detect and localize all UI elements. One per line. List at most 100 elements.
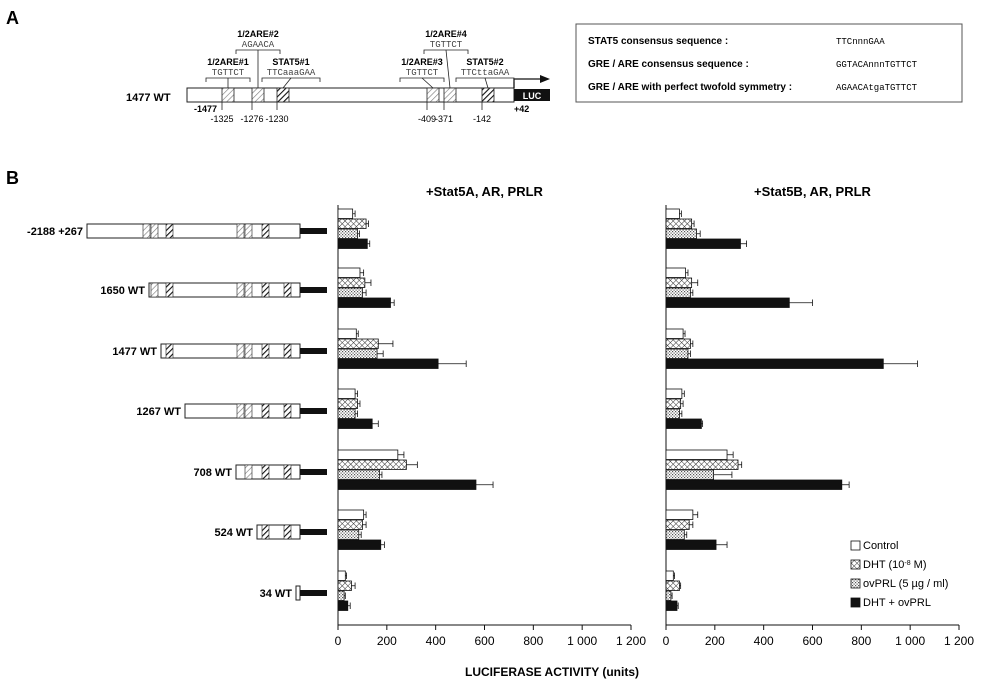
legend-text: DHT (10 bbox=[863, 559, 904, 571]
bar bbox=[665, 297, 790, 308]
bar bbox=[665, 449, 728, 460]
bar bbox=[665, 267, 686, 278]
construct-label-a: 1477 WT bbox=[126, 92, 171, 104]
construct-label: 524 WT bbox=[214, 527, 253, 539]
construct-luc bbox=[300, 469, 327, 475]
element-position: -1276 bbox=[240, 114, 263, 124]
construct-luc bbox=[300, 228, 327, 234]
bar bbox=[337, 529, 360, 540]
consensus-label: GRE / ARE consensus sequence : bbox=[588, 59, 749, 70]
bar bbox=[665, 590, 672, 601]
bar bbox=[665, 358, 884, 369]
x-tick-label: 1 200 bbox=[616, 634, 646, 648]
bar bbox=[337, 228, 358, 239]
legend-label: ovPRL (5 µg / ml) bbox=[863, 578, 948, 590]
construct-label: 1267 WT bbox=[136, 406, 181, 418]
bar bbox=[337, 580, 352, 591]
chart-title: +Stat5B, AR, PRLR bbox=[754, 184, 872, 199]
bar bbox=[665, 287, 691, 298]
x-tick-label: 800 bbox=[851, 634, 871, 648]
legend-text: ovPRL (5 µg / ml) bbox=[863, 578, 948, 590]
legend-label: DHT + ovPRL bbox=[863, 597, 931, 609]
construct-element bbox=[236, 343, 245, 359]
bar bbox=[337, 328, 357, 339]
chart-stat5a: +Stat5A, AR, PRLR 0 200 400 600 800 1 000 1 200 bbox=[335, 184, 647, 648]
element-position: -371 bbox=[435, 114, 453, 124]
bar bbox=[337, 469, 380, 480]
consensus-label: STAT5 consensus sequence : bbox=[588, 36, 728, 47]
legend-label: DHT (10-8 M) bbox=[863, 559, 927, 571]
element-connector bbox=[282, 77, 292, 89]
start-position: -1477 bbox=[194, 104, 217, 114]
construct-diagrams: -2188 +267 1650 WT 1477 WT 1267 WT 708 WT 524… bbox=[27, 223, 327, 601]
consensus-sequence: TTCnnnGAA bbox=[836, 37, 885, 47]
bar bbox=[665, 338, 691, 349]
x-tick-label: 600 bbox=[474, 634, 494, 648]
bar bbox=[337, 479, 477, 490]
bar bbox=[337, 570, 346, 581]
bar bbox=[665, 408, 680, 419]
element-name: STAT5#1 bbox=[272, 57, 309, 67]
construct-element bbox=[283, 403, 292, 419]
element-name: 1/2ARE#3 bbox=[401, 57, 443, 67]
element-position: -409 bbox=[418, 114, 436, 124]
construct-body bbox=[160, 343, 301, 359]
construct-element bbox=[261, 282, 270, 298]
element-position: -1230 bbox=[265, 114, 288, 124]
construct-element bbox=[236, 282, 245, 298]
bar bbox=[337, 297, 391, 308]
construct-element bbox=[244, 403, 253, 419]
x-tick-label: 0 bbox=[663, 634, 670, 648]
bar bbox=[337, 408, 356, 419]
bar bbox=[337, 267, 361, 278]
bar bbox=[337, 348, 378, 359]
bar bbox=[337, 449, 399, 460]
element-sequence: TTCttaGAA bbox=[461, 68, 510, 78]
tss-arrow bbox=[513, 78, 540, 88]
construct-element bbox=[165, 343, 174, 359]
construct-luc bbox=[300, 408, 327, 414]
consensus-sequence: AGAACAtgaTGTTCT bbox=[836, 83, 918, 93]
bar bbox=[665, 519, 690, 530]
element-sequence: TTCaaaGAA bbox=[267, 68, 316, 78]
bar bbox=[665, 228, 697, 239]
construct-label: -2188 +267 bbox=[27, 226, 83, 238]
element-box bbox=[276, 87, 290, 103]
element-box bbox=[481, 87, 495, 103]
legend: Control DHT (10-8 M) ovPRL (5 µg / ml) DHT … bbox=[850, 540, 948, 609]
bar bbox=[665, 328, 684, 339]
panel-b-label: B bbox=[6, 168, 19, 188]
bar bbox=[665, 208, 680, 219]
bar bbox=[665, 388, 683, 399]
element-position: -1325 bbox=[210, 114, 233, 124]
end-position: +42 bbox=[514, 104, 529, 114]
legend-text: DHT + ovPRL bbox=[863, 597, 931, 609]
luc-box bbox=[514, 89, 550, 101]
construct-element bbox=[150, 223, 159, 239]
bar bbox=[665, 348, 689, 359]
element-name: 1/2ARE#2 bbox=[237, 29, 279, 39]
construct-luc bbox=[300, 348, 327, 354]
bar bbox=[337, 218, 367, 229]
bar bbox=[665, 509, 694, 520]
construct-element bbox=[142, 223, 151, 239]
construct-element bbox=[283, 524, 292, 540]
construct-element bbox=[244, 464, 253, 480]
bar bbox=[337, 277, 366, 288]
luc-label: LUC bbox=[523, 91, 542, 101]
bar bbox=[665, 600, 678, 611]
construct-element bbox=[236, 403, 245, 419]
legend-text: Control bbox=[863, 540, 898, 552]
bar bbox=[665, 580, 680, 591]
promoter-map: LUC +42 -1477-1325 -1276 -1230 -409-371 -142 1/… bbox=[186, 29, 550, 124]
construct-label: 1650 WT bbox=[100, 285, 145, 297]
construct-label: 34 WT bbox=[260, 588, 293, 600]
x-tick-label: 600 bbox=[802, 634, 822, 648]
promoter-body bbox=[186, 87, 515, 103]
legend-superscript: -8 bbox=[904, 560, 910, 567]
construct-element bbox=[261, 524, 270, 540]
bar bbox=[337, 287, 363, 298]
x-tick-label: 400 bbox=[754, 634, 774, 648]
construct-element bbox=[244, 343, 253, 359]
